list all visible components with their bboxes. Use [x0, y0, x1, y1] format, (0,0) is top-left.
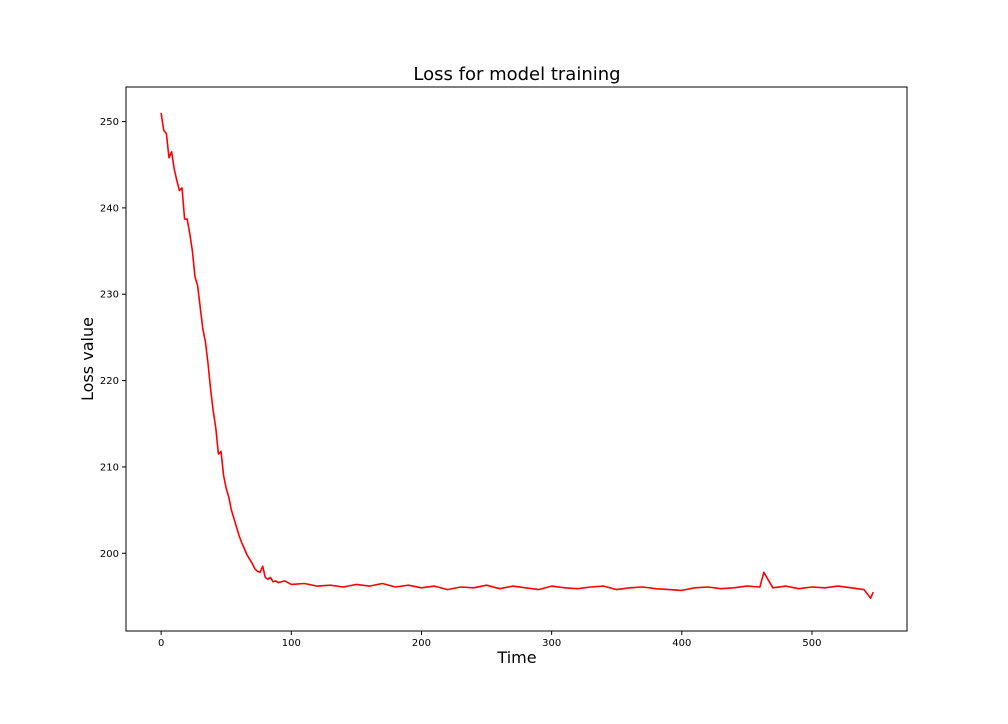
- loss-series-line: [160, 112, 874, 600]
- y-tick-label: 250: [100, 117, 119, 128]
- y-axis-label: Loss value: [78, 317, 97, 401]
- chart-title: Loss for model training: [413, 64, 620, 85]
- y-axis-ticks: 200 210 220 230 240 250: [100, 117, 126, 560]
- x-tick-label: 100: [282, 638, 301, 649]
- y-tick-label: 210: [100, 462, 119, 473]
- plot-area: 0 100 200 300 400 500 200 210 220 230 240 250: [100, 86, 908, 649]
- x-tick-label: 0: [158, 638, 164, 649]
- axes-frame: [125, 86, 908, 632]
- x-tick-label: 300: [542, 638, 561, 649]
- x-tick-label: 200: [412, 638, 431, 649]
- y-tick-label: 200: [100, 549, 119, 560]
- y-tick-label: 220: [100, 376, 119, 387]
- x-tick-label: 500: [802, 638, 821, 649]
- x-axis-ticks: 0 100 200 300 400 500: [158, 631, 822, 649]
- y-tick-label: 240: [100, 203, 119, 214]
- series-layer: [160, 112, 874, 600]
- x-tick-label: 400: [672, 638, 691, 649]
- x-axis-label: Time: [496, 648, 536, 667]
- y-tick-label: 230: [100, 290, 119, 301]
